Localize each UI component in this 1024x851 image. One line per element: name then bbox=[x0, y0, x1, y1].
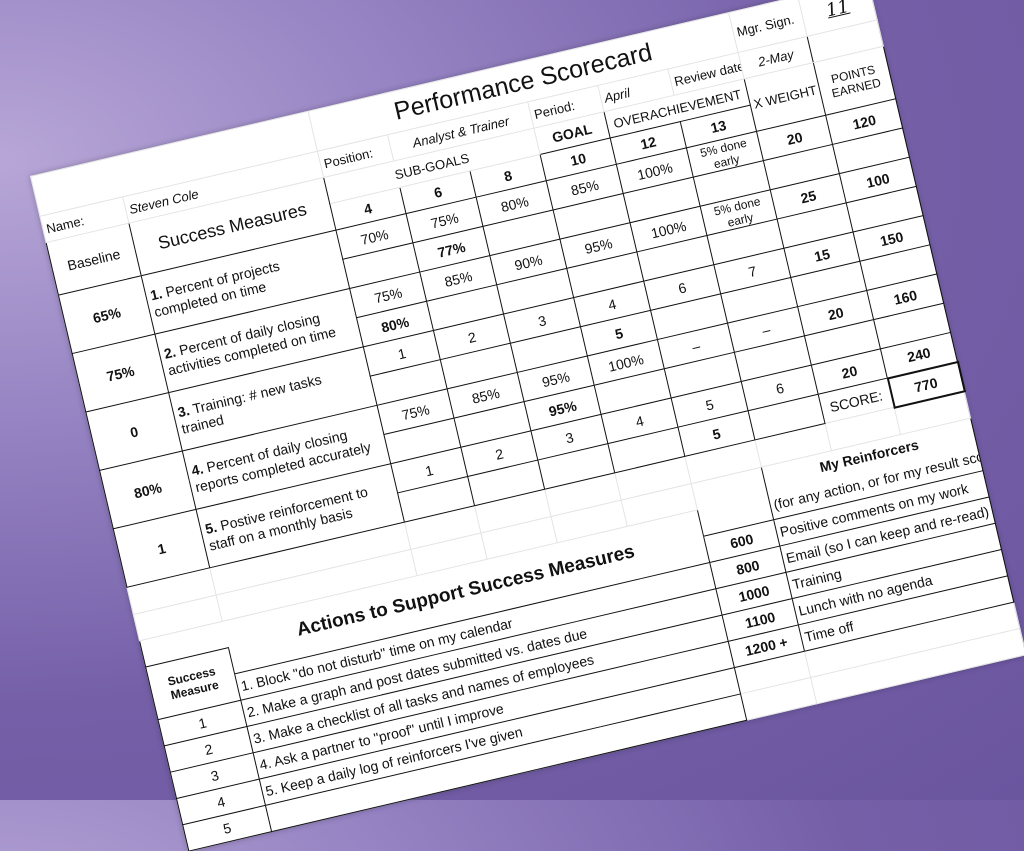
scorecard-table: Performance Scorecard Mgr. Sign. 11 Name… bbox=[30, 0, 1024, 851]
measure-number: 3. bbox=[175, 401, 191, 420]
measure-number: 1. bbox=[148, 284, 164, 303]
measure-number: 4. bbox=[189, 459, 205, 479]
measure-number: 2. bbox=[162, 343, 178, 362]
measure-number: 5. bbox=[203, 518, 219, 537]
performance-scorecard-sheet: Performance Scorecard Mgr. Sign. 11 Name… bbox=[30, 0, 1024, 851]
